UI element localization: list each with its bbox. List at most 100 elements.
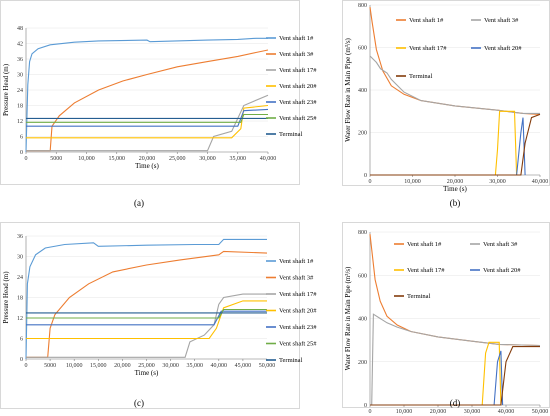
- y-tick-label: 600: [358, 46, 367, 52]
- series-line-vent-shaft-20-: [370, 117, 526, 176]
- y-tick-label: 0: [364, 403, 367, 409]
- x-tick-label: 35,000: [230, 156, 247, 162]
- series-line-vent-shaft-17-: [26, 94, 269, 152]
- y-tick-label: 600: [358, 273, 367, 279]
- legend-entry: Vent shaft 17#: [279, 67, 317, 74]
- x-tick-label: 35,000: [186, 363, 203, 369]
- series-line-vent-shaft-17-: [370, 341, 502, 406]
- panel-frame: [0, 0, 300, 185]
- legend-entry: Vent shaft 17#: [279, 291, 317, 298]
- legend-entry: Terminal: [407, 293, 431, 300]
- chart-panel-c: 0 6 12 18 24 30 36 0 5000 10,000 15,000 20,000 25,00…: [0, 222, 317, 409]
- chart-panel-d: 0 200 400 600 800 0 10,000 20,000 30,000 40,000 50…: [342, 222, 550, 416]
- series-line-vent-shaft-3-: [26, 250, 268, 358]
- x-tick-label: 20,000: [139, 156, 156, 162]
- y-tick-label: 36: [17, 57, 23, 63]
- x-tick-label: 0: [25, 156, 28, 162]
- legend-entry: Vent shaft 1#: [279, 258, 314, 265]
- y-tick-label: 800: [358, 3, 367, 9]
- x-tick-label: 40,000: [260, 156, 277, 162]
- x-tick-label: 0: [25, 363, 28, 369]
- legend-entry: Vent shaft 23#: [279, 324, 317, 331]
- x-tick-label: 20,000: [430, 409, 447, 415]
- legend-entry: Vent shaft 1#: [279, 35, 314, 42]
- x-axis-label: Time (s): [135, 162, 159, 170]
- y-tick-label: 400: [358, 317, 367, 323]
- y-tick-label: 200: [358, 360, 367, 366]
- legend-entry: Vent shaft 1#: [409, 17, 444, 24]
- x-tick-label: 5000: [50, 156, 62, 162]
- series-line-terminal: [370, 113, 541, 176]
- x-tick-label: 40,000: [498, 409, 515, 415]
- series-line-vent-shaft-1-: [25, 37, 268, 153]
- y-tick-label: 24: [17, 275, 23, 281]
- x-axis-label: Time (s): [443, 185, 467, 193]
- legend-entry: Terminal: [279, 131, 303, 138]
- panel-caption: (a): [134, 198, 144, 208]
- x-tick-label: 30,000: [199, 156, 216, 162]
- chart-panel-b: 0 200 400 600 800 0 10,000 20,000 30,000 40,000 Ti…: [342, 0, 550, 193]
- y-tick-label: 30: [17, 73, 23, 79]
- x-tick-label: 45,000: [235, 363, 252, 369]
- x-tick-label: 10,000: [404, 179, 421, 185]
- y-axis-label: Water Flow Rate in Main Pipe (m³/s): [344, 37, 352, 141]
- legend-entry: Vent shaft 1#: [407, 241, 442, 248]
- y-tick-label: 48: [17, 26, 23, 32]
- legend-entry: Vent shaft 25#: [279, 341, 317, 348]
- x-tick-label: 50,000: [532, 409, 549, 415]
- series-line-vent-shaft-1-: [25, 238, 267, 360]
- x-tick-label: 40,000: [532, 179, 549, 185]
- y-tick-label: 200: [358, 131, 367, 137]
- y-tick-label: 18: [17, 104, 23, 110]
- legend-entry: Vent shaft 3#: [279, 275, 314, 282]
- series-line-vent-shaft-1-: [369, 234, 541, 347]
- legend-entry: Vent shaft 20#: [279, 83, 317, 90]
- x-tick-label: 30,000: [464, 409, 481, 415]
- x-tick-label: 10,000: [66, 363, 83, 369]
- y-tick-label: 6: [20, 337, 23, 343]
- series-line-vent-shaft-3-: [369, 55, 540, 114]
- series-line-vent-shaft-23-: [26, 108, 269, 127]
- legend-entry: Vent shaft 23#: [279, 99, 317, 106]
- x-tick-label: 15,000: [109, 156, 126, 162]
- y-tick-label: 18: [17, 296, 23, 302]
- y-tick-label: 42: [17, 42, 23, 48]
- legend-entry: Vent shaft 20#: [483, 267, 521, 274]
- panel-caption: (d): [450, 398, 461, 408]
- x-tick-label: 0: [369, 179, 372, 185]
- y-tick-label: 800: [358, 230, 367, 236]
- legend-entry: Vent shaft 20#: [279, 308, 317, 315]
- legend-entry: Vent shaft 25#: [279, 115, 317, 122]
- y-tick-label: 0: [20, 357, 23, 363]
- legend-entry: Vent shaft 17#: [407, 267, 445, 274]
- y-tick-label: 36: [17, 234, 23, 240]
- legend-entry: Vent shaft 17#: [409, 45, 447, 52]
- x-axis-label: Time (s): [135, 369, 159, 377]
- y-tick-label: 24: [17, 88, 23, 94]
- chart-panel-a: 0 6 12 18 24 30 36 42 48 0 5000 10,000 15,000 20,000 2…: [0, 0, 317, 185]
- y-tick-label: 12: [17, 316, 23, 322]
- legend-entry: Terminal: [409, 73, 433, 80]
- panel-caption: (c): [134, 398, 144, 408]
- x-tick-label: 25,000: [138, 363, 155, 369]
- series-line-vent-shaft-17-: [26, 293, 267, 358]
- series-line-vent-shaft-25-: [26, 308, 267, 319]
- legend-entry: Terminal: [279, 357, 303, 364]
- y-tick-label: 0: [364, 173, 367, 179]
- y-axis-label: Water Flow Rate in Main Pipe (m³/s): [344, 266, 352, 370]
- x-tick-label: 30,000: [162, 363, 179, 369]
- series-line-vent-shaft-20-: [26, 104, 269, 139]
- x-tick-label: 0: [369, 409, 372, 415]
- x-tick-label: 25,000: [169, 156, 186, 162]
- y-tick-label: 0: [20, 150, 23, 156]
- x-tick-label: 30,000: [489, 179, 506, 185]
- legend-entry: Vent shaft 3#: [484, 17, 519, 24]
- legend-entry: Vent shaft 20#: [484, 45, 522, 52]
- x-tick-label: 15,000: [90, 363, 107, 369]
- panel-caption: (b): [450, 198, 461, 208]
- x-tick-label: 50,000: [259, 363, 276, 369]
- series-line-vent-shaft-17-: [370, 110, 518, 176]
- x-tick-label: 5000: [44, 363, 56, 369]
- panel-frame: [0, 222, 300, 409]
